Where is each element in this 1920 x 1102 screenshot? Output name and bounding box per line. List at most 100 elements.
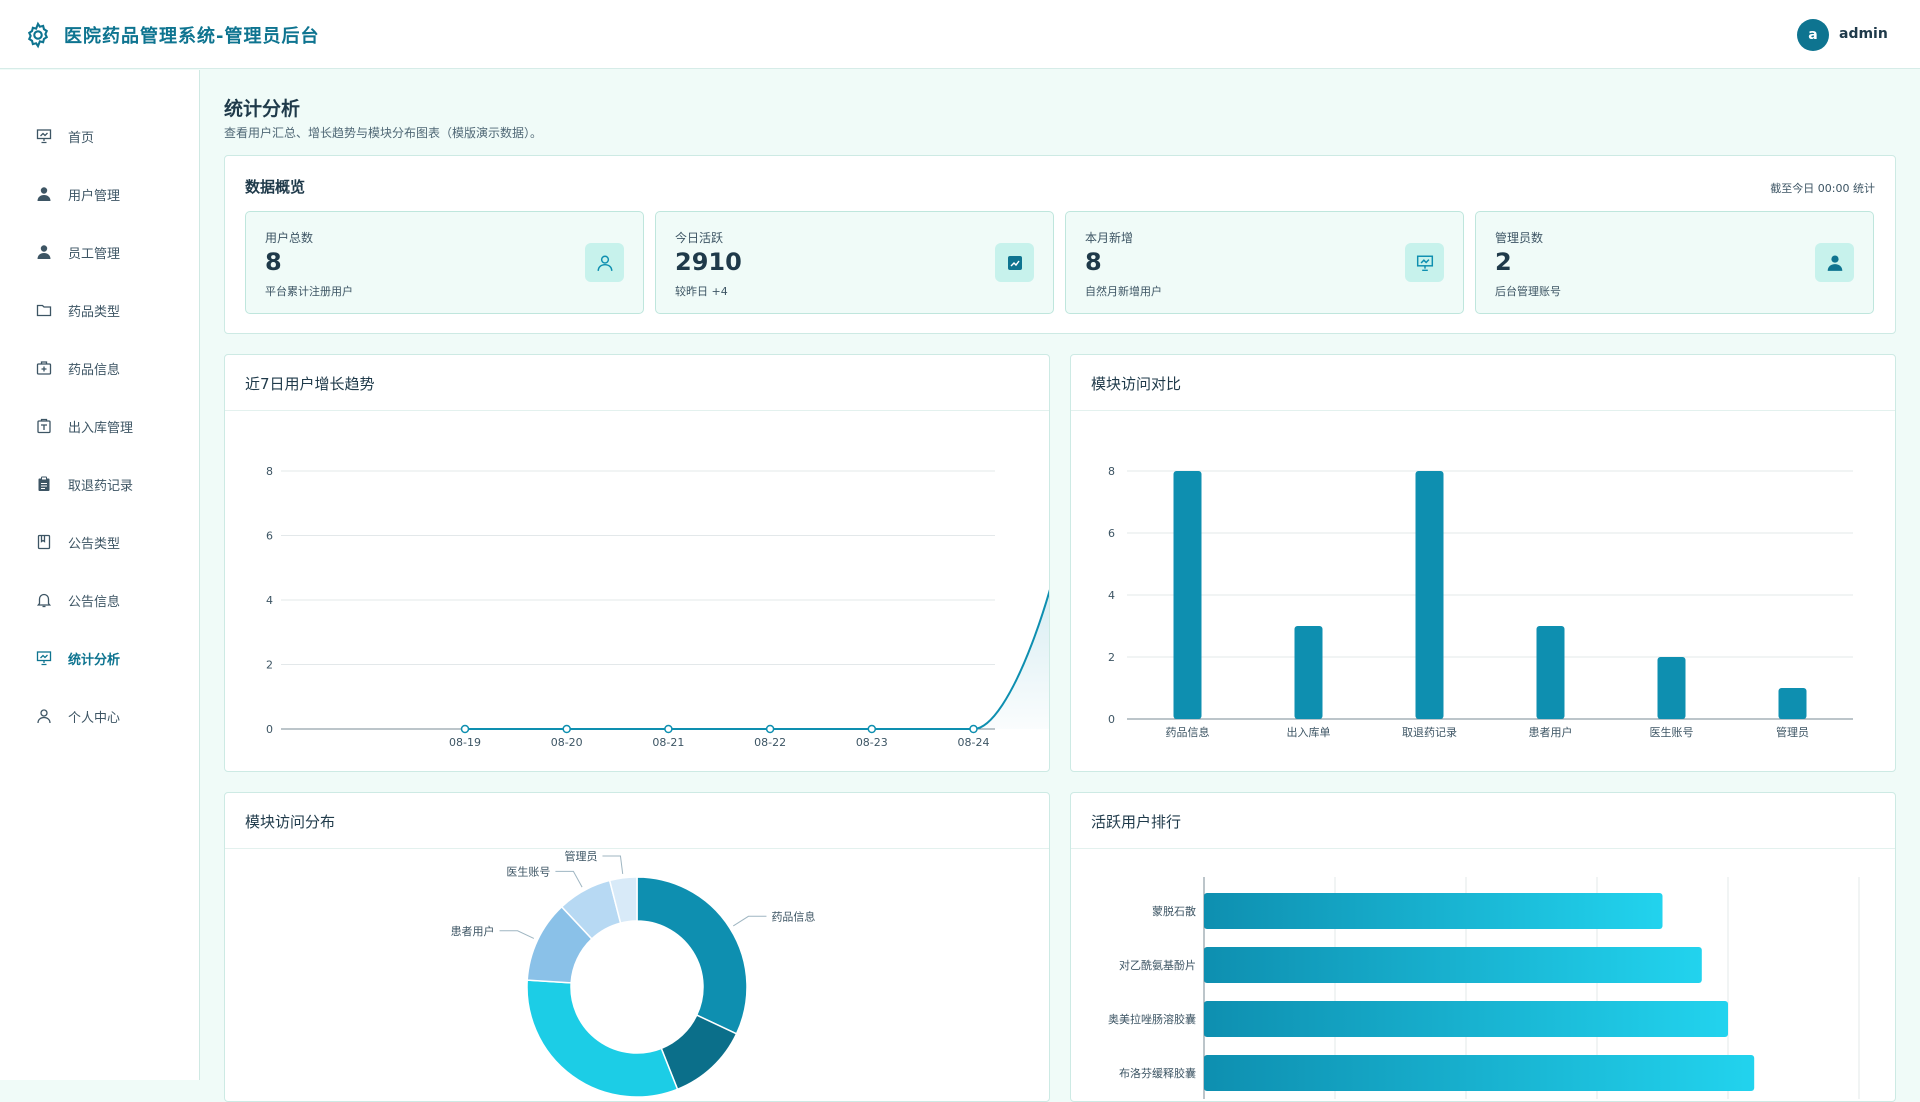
data-point xyxy=(765,724,775,734)
y-tick-label: 2 xyxy=(266,659,273,672)
pie-label: 医生账号 xyxy=(506,864,550,878)
stat-label: 管理员数 xyxy=(1495,231,1544,245)
x-tick-label: 08-24 xyxy=(958,736,990,749)
bar xyxy=(1778,688,1807,719)
pie-label-leader xyxy=(555,870,583,888)
y-tick-label: 0 xyxy=(266,723,273,736)
module-distribution-title: 模块访问分布 xyxy=(245,813,336,831)
bar xyxy=(1536,626,1565,719)
avatar[interactable]: a xyxy=(1797,19,1829,51)
pie-label: 药品信息 xyxy=(771,909,815,923)
growth-trend-panel: 近7日用户增长趋势 0 2 4 6 8 08-19 08-20 08-21 08-22 08-23… xyxy=(224,354,1050,772)
pie-label: 患者用户 xyxy=(451,924,495,938)
module-compare-title: 模块访问对比 xyxy=(1091,375,1182,393)
sidebar-item-user-management[interactable]: 用户管理 xyxy=(0,174,198,214)
sidebar-item-label: 公告信息 xyxy=(68,594,121,610)
stat-label: 本月新增 xyxy=(1085,231,1134,245)
panel-divider xyxy=(1071,410,1895,411)
sidebar-item-notice-types[interactable]: 公告类型 xyxy=(0,522,198,562)
data-point xyxy=(969,724,978,734)
bar xyxy=(1657,657,1686,719)
sidebar-item-label: 个人中心 xyxy=(68,710,121,726)
folder-icon xyxy=(35,301,53,319)
overview-panel: 数据概览 截至今日 00:00 统计 用户总数 8 平台累计注册用户 今日活跃 … xyxy=(224,155,1896,334)
sidebar-item-notice-info[interactable]: 公告信息 xyxy=(0,580,198,620)
growth-trend-title: 近7日用户增长趋势 xyxy=(245,375,375,393)
stat-note: 较昨日 +4 xyxy=(675,285,728,298)
page-title: 统计分析 xyxy=(224,98,301,120)
bar xyxy=(1204,893,1663,929)
sidebar: 首页 用户管理 员工管理 药品类型 药品信息 出入库管理 取退药记录 xyxy=(0,70,200,1080)
module-distribution-panel: 模块访问分布 药品信息患者用户 医生账号 管理员 xyxy=(224,792,1050,1102)
y-tick-label: 2 xyxy=(1108,651,1115,664)
x-tick-label: 08-22 xyxy=(754,736,786,749)
x-tick-label: 患者用户 xyxy=(1529,725,1573,739)
bar xyxy=(1204,1055,1755,1091)
pie-slice xyxy=(636,876,748,1035)
pie-label-leader xyxy=(602,855,624,874)
x-tick-label: 药品信息 xyxy=(1166,725,1210,739)
sidebar-item-label: 首页 xyxy=(68,130,95,146)
package-icon xyxy=(35,417,53,435)
stat-value: 2910 xyxy=(675,248,742,276)
sidebar-item-drug-types[interactable]: 药品类型 xyxy=(0,290,198,330)
x-tick-label: 管理员 xyxy=(1776,725,1809,739)
x-tick-label: 医生账号 xyxy=(1650,725,1694,739)
sidebar-item-stock-management[interactable]: 出入库管理 xyxy=(0,406,198,446)
y-tick-label: 蒙脱石散 xyxy=(1152,904,1196,918)
stat-value: 8 xyxy=(1085,248,1102,276)
user-icon xyxy=(35,185,53,203)
panel-divider xyxy=(225,410,1049,411)
user-icon xyxy=(1815,243,1854,282)
x-tick-label: 08-19 xyxy=(449,736,481,749)
user-outline-icon xyxy=(585,243,624,282)
as-of-timestamp: 截至今日 00:00 统计 xyxy=(1770,182,1875,195)
pie-slice xyxy=(526,979,679,1098)
sidebar-item-label: 用户管理 xyxy=(68,188,121,204)
y-tick-label: 8 xyxy=(1108,465,1115,478)
data-point xyxy=(867,724,877,734)
presentation-icon xyxy=(35,649,53,667)
notebook-icon xyxy=(35,533,53,551)
y-tick-label: 4 xyxy=(1108,589,1115,602)
panel-divider xyxy=(225,848,1049,849)
sidebar-item-statistics[interactable]: 统计分析 xyxy=(0,638,198,678)
active-ranking-title: 活跃用户排行 xyxy=(1091,813,1182,831)
user-icon xyxy=(35,243,53,261)
trend-chart-icon xyxy=(995,243,1034,282)
sidebar-item-label: 出入库管理 xyxy=(68,420,134,436)
clipboard-icon xyxy=(35,475,53,493)
gear-icon[interactable] xyxy=(24,21,52,49)
bar xyxy=(1204,947,1702,983)
y-tick-label: 0 xyxy=(1108,713,1115,726)
pie-label: 管理员 xyxy=(564,849,597,863)
sidebar-item-label: 公告类型 xyxy=(68,536,121,552)
x-tick-label: 出入库单 xyxy=(1287,725,1331,739)
username[interactable]: admin xyxy=(1839,26,1888,42)
sidebar-item-dispense-records[interactable]: 取退药记录 xyxy=(0,464,198,504)
sidebar-item-label: 员工管理 xyxy=(68,246,121,262)
x-tick-label: 取退药记录 xyxy=(1402,726,1457,739)
sidebar-item-label: 统计分析 xyxy=(68,652,121,668)
data-point xyxy=(460,724,470,734)
x-tick-label: 08-21 xyxy=(652,736,684,749)
module-compare-panel: 模块访问对比 0 2 4 6 8 药品信息 出入库单 取退药记录 患者用户 医生账号 管理员 xyxy=(1070,354,1896,772)
pie-slice xyxy=(608,876,638,924)
sidebar-item-profile[interactable]: 个人中心 xyxy=(0,696,198,736)
bar xyxy=(1294,626,1323,719)
medical-kit-icon xyxy=(35,359,53,377)
data-point xyxy=(664,724,673,734)
series-line xyxy=(465,589,1049,730)
top-header: 医院药品管理系统-管理员后台 a admin xyxy=(0,0,1920,69)
y-tick-label: 6 xyxy=(266,530,273,543)
y-tick-label: 4 xyxy=(266,594,273,607)
sidebar-item-home[interactable]: 首页 xyxy=(0,116,198,156)
x-tick-label: 08-20 xyxy=(551,736,583,749)
bar xyxy=(1173,471,1202,719)
bell-icon xyxy=(35,591,53,609)
sidebar-item-staff-management[interactable]: 员工管理 xyxy=(0,232,198,272)
sidebar-item-drug-info[interactable]: 药品信息 xyxy=(0,348,198,388)
